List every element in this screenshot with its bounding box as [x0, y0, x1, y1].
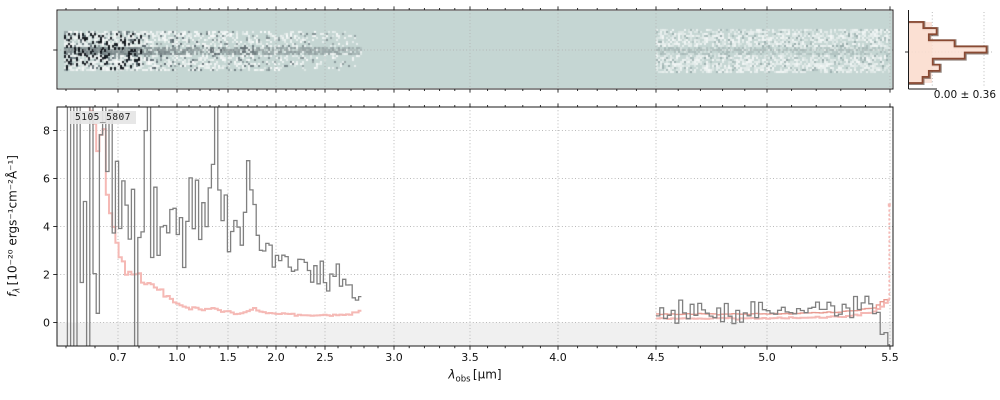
x-tick-label: 4.0 [549, 351, 567, 364]
error-step-line-red [656, 298, 890, 321]
x-tick-label: 0.7 [109, 351, 127, 364]
x-tick-label: 2.0 [267, 351, 285, 364]
lambda-symbol: λ [448, 367, 456, 382]
x-tick-label: 3.0 [385, 351, 403, 364]
y-tick-label: 6 [43, 172, 50, 185]
x-tick-label: 1.5 [219, 351, 237, 364]
spec2d-noise-canvas [58, 11, 892, 88]
spec2d-border [56, 9, 894, 90]
x-tick-label: 5.0 [758, 351, 776, 364]
residual-histogram [908, 21, 988, 84]
x-label-units: [µm] [472, 367, 502, 382]
x-label-subscript: obs [455, 374, 471, 385]
flux-step-line-blue [66, 107, 362, 346]
y-tick-label: 0 [43, 316, 50, 329]
y-label-units: [10⁻²⁰ ergs⁻¹cm⁻²Å⁻¹] [5, 155, 20, 286]
flux-symbol: f [5, 292, 20, 297]
y-tick-label: 2 [43, 268, 50, 281]
y-tick-label: 8 [43, 124, 50, 137]
histogram-stat-label: 0.00 ± 0.36 [933, 89, 996, 101]
y-tick-label: 4 [43, 220, 50, 233]
y-axis-label: fλ [10⁻²⁰ ergs⁻¹cm⁻²Å⁻¹] [5, 155, 22, 297]
y-label-subscript: λ [12, 287, 23, 293]
x-tick-label: 5.5 [881, 351, 899, 364]
below-zero-band [57, 322, 893, 346]
flux-step-line-red [656, 295, 890, 346]
x-tick-label: 4.5 [647, 351, 665, 364]
x-tick-label: 1.0 [168, 351, 186, 364]
source-id-label: 5105_5807 [70, 111, 136, 124]
x-tick-label: 3.5 [461, 351, 479, 364]
error-step-line-blue [88, 107, 362, 317]
x-tick-label: 2.5 [316, 351, 334, 364]
x-axis-label: λobs [µm] [448, 367, 501, 384]
